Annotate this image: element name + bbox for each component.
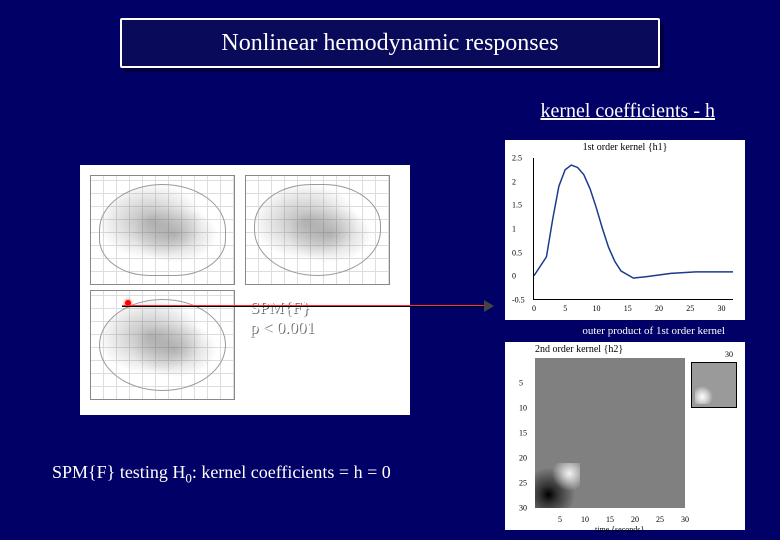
chart1-xtick: 30 <box>718 304 726 313</box>
chart1-ytick: -0.5 <box>512 296 525 305</box>
heatmap-ytick: 15 <box>519 429 527 438</box>
spm-line2: p < 0.001 <box>250 318 315 337</box>
chart1-xtick: 15 <box>624 304 632 313</box>
chart1-ytick: 1.5 <box>512 201 522 210</box>
chart1-xtick: 20 <box>655 304 663 313</box>
second-order-kernel-chart: 2nd order kernel {h2} 30 5 10 15 20 25 30 5 10… <box>505 342 745 530</box>
brain-glass-views <box>80 165 410 415</box>
heatmap-xtick: 30 <box>681 515 689 524</box>
heatmap-ytick: 5 <box>519 379 523 388</box>
hyp-post: : kernel coefficients = h = 0 <box>192 462 391 482</box>
brain-view-sagittal <box>245 175 390 285</box>
heatmap-inset <box>691 362 737 408</box>
heatmap-xtick: 10 <box>581 515 589 524</box>
heatmap-xtick: 15 <box>606 515 614 524</box>
hypothesis-text: SPM{F} testing H0: kernel coefficients =… <box>52 462 391 487</box>
first-order-kernel-chart: 1st order kernel {h1} -0.500.511.522.5 0… <box>505 140 745 320</box>
heatmap-xtick: 25 <box>656 515 664 524</box>
chart2-title: 2nd order kernel {h2} <box>535 344 623 355</box>
chart1-xtick: 0 <box>532 304 536 313</box>
spm-line1: SPM{F} <box>250 298 310 317</box>
chart1-ytick: 0 <box>512 272 516 281</box>
chart1-ytick: 1 <box>512 225 516 234</box>
chart1-title: 1st order kernel {h1} <box>505 142 745 153</box>
hyp-pre: SPM{F} testing H <box>52 462 185 482</box>
heatmap-ytick: 25 <box>519 479 527 488</box>
chart1-xtick: 10 <box>593 304 601 313</box>
outer-product-label: outer product of 1st order kernel <box>582 325 725 337</box>
heatmap-main <box>535 358 685 508</box>
chart1-xtick: 5 <box>563 304 567 313</box>
chart1-ytick: 2 <box>512 177 516 186</box>
chart1-ytick: 2.5 <box>512 154 522 163</box>
heatmap-xtick: 20 <box>631 515 639 524</box>
heatmap-xtick: 5 <box>558 515 562 524</box>
heatmap-ytick: 30 <box>519 504 527 513</box>
pointer-arrow-head <box>484 300 494 312</box>
chart1-axes: -0.500.511.522.5 051015202530 <box>533 158 733 300</box>
heatmap-inset-label: 30 <box>725 350 733 359</box>
title-inner: Nonlinear hemodynamic responses <box>120 18 660 68</box>
page-title: Nonlinear hemodynamic responses <box>221 30 558 57</box>
kernel-coefficients-label: kernel coefficients - h <box>540 100 715 123</box>
brain-view-coronal <box>90 175 235 285</box>
pointer-arrow-line <box>122 305 487 307</box>
heatmap-ytick: 10 <box>519 404 527 413</box>
title-banner: Nonlinear hemodynamic responses <box>120 18 660 68</box>
heatmap-ytick: 20 <box>519 454 527 463</box>
chart1-curve <box>534 158 733 299</box>
heatmap-xlabel: time {seconds} <box>595 525 644 534</box>
chart1-xtick: 25 <box>686 304 694 313</box>
chart1-ytick: 0.5 <box>512 248 522 257</box>
